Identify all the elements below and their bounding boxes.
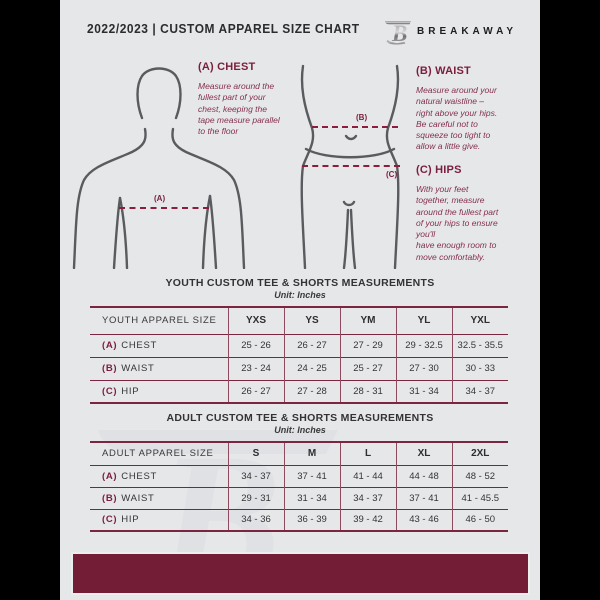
cell: 25 - 26 xyxy=(227,334,284,357)
adult-waist-row: (B) WAIST 29 - 31 31 - 34 34 - 37 37 - 41… xyxy=(90,487,508,509)
footer-accent-bar xyxy=(73,554,528,593)
cell: 37 - 41 xyxy=(283,465,340,487)
adult-unit-label: Unit: Inches xyxy=(274,425,326,435)
row-key: (B) xyxy=(102,492,118,504)
cell: 27 - 28 xyxy=(283,380,340,403)
youth-size-table: YOUTH APPAREL SIZE YXS YS YM YL YXL (A) C… xyxy=(90,306,508,404)
adult-chest-row: (A) CHEST 34 - 37 37 - 41 41 - 44 44 - 48… xyxy=(90,465,508,487)
chest-measure-line xyxy=(119,207,209,209)
cell: 39 - 42 xyxy=(339,509,396,531)
row-key: (B) xyxy=(102,363,118,374)
adult-size-xl: XL xyxy=(395,442,452,465)
cell: 27 - 30 xyxy=(395,357,452,380)
cell: 43 - 46 xyxy=(395,509,452,531)
hips-figure xyxy=(300,64,400,269)
row-key: (C) xyxy=(102,385,118,397)
brand-name: BREAKAWAY xyxy=(417,26,518,37)
row-name: WAIST xyxy=(121,363,155,374)
cell: 23 - 24 xyxy=(227,357,284,380)
youth-size-ym: YM xyxy=(339,307,396,334)
cell: 34 - 37 xyxy=(227,465,284,487)
cell: 34 - 36 xyxy=(227,509,284,531)
adult-size-s: S xyxy=(227,442,284,465)
cell: 48 - 52 xyxy=(451,465,508,487)
row-key: (A) xyxy=(102,340,118,351)
row-name: CHEST xyxy=(121,340,157,351)
cell: 46 - 50 xyxy=(451,509,508,531)
youth-size-yxs: YXS xyxy=(227,307,284,334)
breakaway-b-logo-icon: B xyxy=(385,21,411,46)
cell: 24 - 25 xyxy=(283,357,340,380)
cell: 41 - 45.5 xyxy=(451,487,508,509)
page-title: 2022/2023 | CUSTOM APPAREL SIZE CHART xyxy=(87,21,360,36)
cell: 31 - 34 xyxy=(395,380,452,403)
cell: 29 - 32.5 xyxy=(395,334,452,357)
cell: 26 - 27 xyxy=(283,334,340,357)
cell: 25 - 27 xyxy=(339,357,396,380)
cell: 32.5 - 35.5 xyxy=(451,334,508,357)
row-key: (A) xyxy=(102,470,118,482)
cell: 34 - 37 xyxy=(451,380,508,403)
cell: 31 - 34 xyxy=(283,487,340,509)
adult-header-label: ADULT APPAREL SIZE xyxy=(102,448,214,460)
row-name: CHEST xyxy=(121,470,157,482)
svg-text:B: B xyxy=(391,21,407,46)
cell: 44 - 48 xyxy=(395,465,452,487)
waist-marker-label: (B) xyxy=(356,113,368,122)
youth-unit-label: Unit: Inches xyxy=(274,290,326,300)
cell: 29 - 31 xyxy=(227,487,284,509)
hips-instruction-heading: (C) HIPS xyxy=(416,164,462,176)
youth-table-header-row: YOUTH APPAREL SIZE YXS YS YM YL YXL xyxy=(90,307,508,334)
waist-measure-line xyxy=(312,126,398,128)
youth-chest-row: (A) CHEST 25 - 26 26 - 27 27 - 29 29 - 32… xyxy=(90,334,508,357)
waist-instruction-body: Measure around your natural waistline – … xyxy=(416,85,498,152)
adult-size-table: ADULT APPAREL SIZE S M L XL 2XL (A) CHEST… xyxy=(90,441,508,532)
adult-table-header-row: ADULT APPAREL SIZE S M L XL 2XL xyxy=(90,442,508,465)
cell: 34 - 37 xyxy=(339,487,396,509)
row-name: HIP xyxy=(121,514,140,526)
adult-size-2xl: 2XL xyxy=(451,442,508,465)
youth-size-ys: YS xyxy=(283,307,340,334)
youth-size-yxl: YXL xyxy=(451,307,508,334)
adult-hip-row: (C) HIP 34 - 36 36 - 39 39 - 42 43 - 46 4… xyxy=(90,509,508,531)
chest-instruction-heading: (A) CHEST xyxy=(198,61,256,73)
torso-figure xyxy=(72,67,246,269)
row-name: WAIST xyxy=(121,492,155,504)
youth-waist-row: (B) WAIST 23 - 24 24 - 25 25 - 27 27 - 30… xyxy=(90,357,508,380)
youth-section-title: YOUTH CUSTOM TEE & SHORTS MEASUREMENTS xyxy=(165,277,435,289)
chest-instruction-body: Measure around the fullest part of your … xyxy=(198,81,280,137)
youth-size-yl: YL xyxy=(395,307,452,334)
adult-section-title: ADULT CUSTOM TEE & SHORTS MEASUREMENTS xyxy=(166,412,434,424)
row-name: HIP xyxy=(121,385,140,397)
youth-hip-row: (C) HIP 26 - 27 27 - 28 28 - 31 31 - 34 3… xyxy=(90,380,508,403)
row-key: (C) xyxy=(102,514,118,526)
cell: 27 - 29 xyxy=(339,334,396,357)
cell: 37 - 41 xyxy=(395,487,452,509)
hips-measure-line xyxy=(302,165,400,167)
size-chart-page: 2022/2023 | CUSTOM APPAREL SIZE CHART B … xyxy=(60,0,540,600)
cell: 36 - 39 xyxy=(283,509,340,531)
cell: 26 - 27 xyxy=(227,380,284,403)
youth-header-label: YOUTH APPAREL SIZE xyxy=(102,315,217,327)
cell: 41 - 44 xyxy=(339,465,396,487)
cell: 30 - 33 xyxy=(451,357,508,380)
adult-size-l: L xyxy=(339,442,396,465)
chest-marker-label: (A) xyxy=(154,194,166,203)
adult-size-m: M xyxy=(283,442,340,465)
cell: 28 - 31 xyxy=(339,380,396,403)
hips-marker-label: (C) xyxy=(386,170,398,179)
waist-instruction-heading: (B) WAIST xyxy=(416,65,471,77)
hips-instruction-body: With your feet together, measure around … xyxy=(416,184,499,262)
